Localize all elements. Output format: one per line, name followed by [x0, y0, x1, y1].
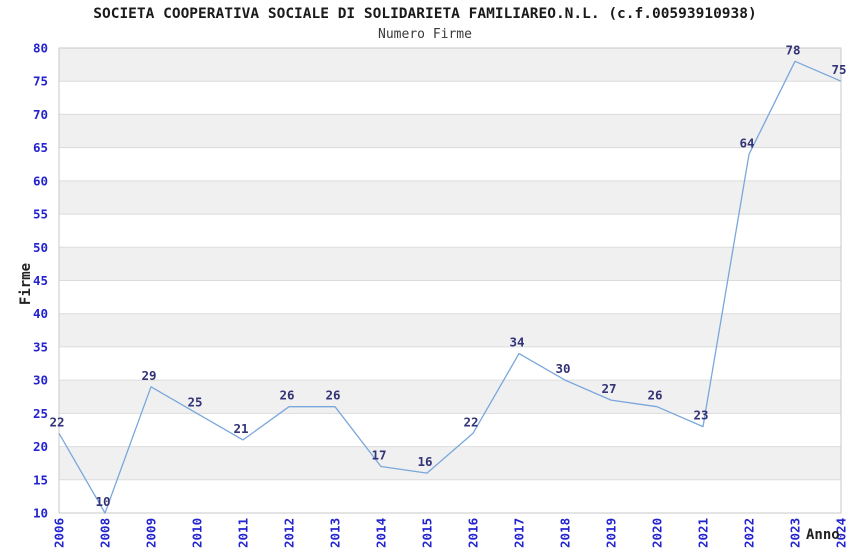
data-label: 64	[739, 135, 754, 150]
data-label: 26	[279, 388, 294, 403]
x-tick-label: 2020	[650, 518, 665, 548]
x-tick-label: 2018	[558, 518, 573, 548]
data-label: 75	[831, 62, 846, 77]
data-label: 22	[49, 414, 64, 429]
data-label: 25	[187, 394, 202, 409]
x-tick-label: 2013	[328, 518, 343, 548]
data-label: 34	[509, 335, 524, 350]
data-label: 27	[601, 381, 616, 396]
grid-band	[59, 114, 841, 148]
y-tick-label: 80	[33, 41, 48, 56]
x-tick-label: 2016	[466, 518, 481, 548]
y-tick-label: 75	[33, 74, 48, 89]
x-tick-label: 2006	[52, 518, 67, 548]
x-axis-label: Anno	[806, 527, 840, 543]
x-tick-label: 2022	[742, 518, 757, 548]
data-label: 78	[785, 42, 800, 57]
y-tick-label: 50	[33, 240, 48, 255]
data-label: 26	[647, 388, 662, 403]
y-tick-label: 55	[33, 207, 48, 222]
x-tick-label: 2008	[98, 518, 113, 548]
y-tick-label: 60	[33, 173, 48, 188]
y-tick-label: 65	[33, 140, 48, 155]
series-line	[58, 60, 842, 514]
grid-band	[59, 380, 841, 414]
data-label: 22	[463, 414, 478, 429]
x-tick-label: 2015	[420, 518, 435, 548]
x-tick-label: 2014	[374, 518, 389, 548]
y-tick-label: 20	[33, 439, 48, 454]
y-tick-label: 35	[33, 339, 48, 354]
chart-title: SOCIETA COOPERATIVA SOCIALE DI SOLIDARIE…	[93, 6, 757, 22]
x-tick-label: 2011	[236, 518, 251, 548]
grid-band	[59, 313, 841, 347]
data-label: 21	[233, 421, 248, 436]
chart-subtitle: Numero Firme	[378, 27, 472, 42]
x-tick-label: 2021	[696, 518, 711, 548]
data-label: 30	[555, 361, 570, 376]
y-tick-label: 15	[33, 472, 48, 487]
x-tick-label: 2024	[834, 518, 849, 548]
x-tick-label: 2017	[512, 518, 527, 548]
data-label: 17	[371, 448, 386, 463]
x-tick-label: 2010	[190, 518, 205, 548]
grid-band	[59, 247, 841, 281]
data-label: 16	[417, 454, 432, 469]
y-tick-label: 40	[33, 306, 48, 321]
data-label: 23	[693, 408, 708, 423]
grid-band	[59, 446, 841, 480]
grid-band	[59, 180, 841, 215]
x-tick-label: 2012	[282, 518, 297, 548]
data-label: 26	[325, 388, 340, 403]
x-tick-label: 2019	[604, 518, 619, 548]
y-tick-label: 30	[33, 373, 48, 388]
data-label: 10	[95, 494, 110, 509]
x-tick-label: 2009	[144, 518, 159, 548]
plot-border	[58, 47, 842, 514]
y-tick-label: 25	[33, 406, 48, 421]
y-tick-label: 70	[33, 107, 48, 122]
y-tick-label: 45	[33, 273, 48, 288]
y-tick-label: 10	[33, 506, 48, 521]
x-tick-label: 2023	[788, 518, 803, 548]
grid-band	[59, 48, 841, 82]
data-label: 29	[141, 368, 156, 383]
